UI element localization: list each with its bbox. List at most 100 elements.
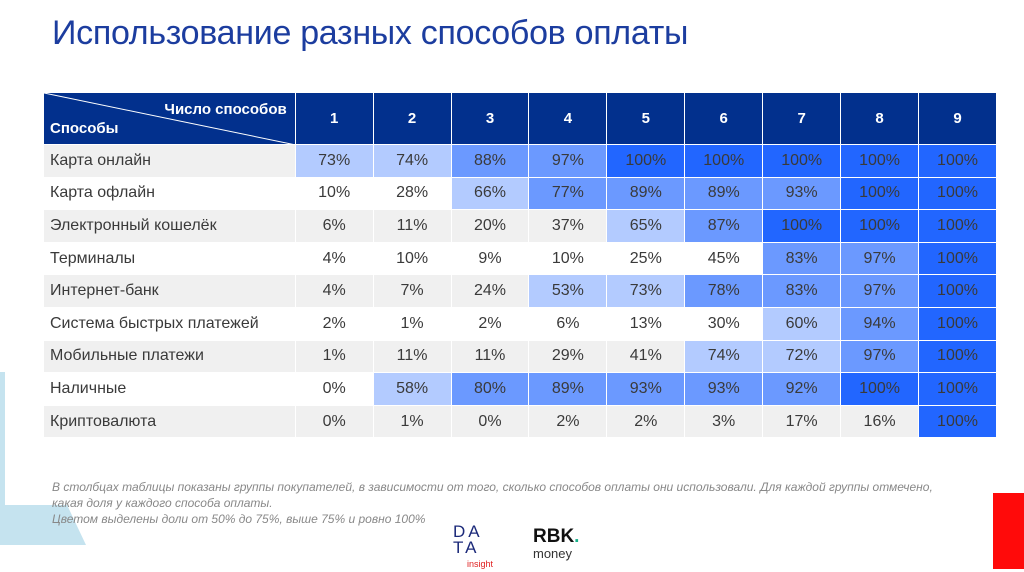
row-label: Интернет-банк (43, 274, 296, 308)
percent-cell: 2% (528, 404, 608, 439)
percent-cell: 1% (372, 306, 452, 341)
column-header: 9 (918, 92, 997, 145)
percent-cell: 83% (762, 274, 842, 308)
percent-cell: 78% (684, 274, 764, 308)
percent-cell: 100% (918, 241, 997, 276)
percent-cell: 25% (606, 241, 686, 276)
row-label: Криптовалюта (43, 404, 296, 439)
diagonal-line (44, 93, 296, 145)
table-row: Электронный кошелёк 6% 11% 20% 37% 65% 87% 100%… (43, 209, 997, 243)
percent-cell: 97% (840, 274, 920, 308)
percent-cell: 80% (450, 372, 530, 406)
percent-cell: 17% (762, 404, 842, 439)
table-row: Карта офлайн 10% 28% 66% 77% 89% 89% 93% 100% 100… (43, 176, 997, 211)
percent-cell: 28% (372, 176, 452, 211)
percent-cell: 97% (840, 339, 920, 374)
percent-cell: 11% (372, 209, 452, 243)
footnote: В столбцах таблицы показаны группы покуп… (52, 479, 952, 527)
table-row: Мобильные платежи 1% 11% 11% 29% 41% 74% 72% 97%… (43, 339, 997, 374)
percent-cell: 53% (528, 274, 608, 308)
percent-cell: 88% (450, 144, 530, 178)
percent-cell: 6% (528, 306, 608, 341)
row-label: Наличные (43, 372, 296, 406)
data-insight-logo: DA TA insight (453, 522, 494, 569)
row-label: Карта онлайн (43, 144, 296, 178)
percent-cell: 10% (294, 176, 374, 211)
column-header: 1 (294, 92, 374, 145)
percent-cell: 0% (450, 404, 530, 439)
table-row: Наличные 0% 58% 80% 89% 93% 93% 92% 100% 100% (43, 372, 997, 406)
percent-cell: 4% (294, 241, 374, 276)
percent-cell: 30% (684, 306, 764, 341)
percent-cell: 58% (372, 372, 452, 406)
percent-cell: 1% (294, 339, 374, 374)
percent-cell: 10% (528, 241, 608, 276)
percent-cell: 77% (528, 176, 608, 211)
percent-cell: 7% (372, 274, 452, 308)
percent-cell: 16% (840, 404, 920, 439)
header-count-label: Число способов (164, 101, 287, 118)
percent-cell: 87% (684, 209, 764, 243)
percent-cell: 100% (918, 306, 997, 341)
column-header: 7 (762, 92, 842, 145)
percent-cell: 100% (840, 209, 920, 243)
percent-cell: 29% (528, 339, 608, 374)
percent-cell: 4% (294, 274, 374, 308)
percent-cell: 66% (450, 176, 530, 211)
percent-cell: 100% (840, 144, 920, 178)
row-label: Электронный кошелёк (43, 209, 296, 243)
percent-cell: 3% (684, 404, 764, 439)
percent-cell: 94% (840, 306, 920, 341)
percent-cell: 2% (450, 306, 530, 341)
table-row: Карта онлайн 73% 74% 88% 97% 100% 100% 100% 100%… (43, 144, 997, 178)
percent-cell: 11% (450, 339, 530, 374)
percent-cell: 65% (606, 209, 686, 243)
percent-cell: 92% (762, 372, 842, 406)
percent-cell: 100% (606, 144, 686, 178)
percent-cell: 2% (294, 306, 374, 341)
percent-cell: 100% (918, 404, 997, 439)
row-label: Карта офлайн (43, 176, 296, 211)
percent-cell: 37% (528, 209, 608, 243)
percent-cell: 73% (606, 274, 686, 308)
column-header: 4 (528, 92, 608, 145)
table-row: Криптовалюта 0% 1% 0% 2% 2% 3% 17% 16% 100% (43, 404, 997, 439)
percent-cell: 100% (918, 274, 997, 308)
row-label: Мобильные платежи (43, 339, 296, 374)
percent-cell: 89% (684, 176, 764, 211)
percent-cell: 74% (372, 144, 452, 178)
column-header: 3 (450, 92, 530, 145)
table-row: Система быстрых платежей 2% 1% 2% 6% 13% 30% 60… (43, 306, 997, 341)
percent-cell: 100% (762, 144, 842, 178)
column-header: 5 (606, 92, 686, 145)
column-header: 8 (840, 92, 920, 145)
percent-cell: 100% (918, 176, 997, 211)
percent-cell: 20% (450, 209, 530, 243)
percent-cell: 6% (294, 209, 374, 243)
percent-cell: 2% (606, 404, 686, 439)
decorative-stripe (0, 372, 5, 507)
percent-cell: 83% (762, 241, 842, 276)
percent-cell: 11% (372, 339, 452, 374)
percent-cell: 10% (372, 241, 452, 276)
percent-cell: 93% (762, 176, 842, 211)
percent-cell: 45% (684, 241, 764, 276)
percent-cell: 24% (450, 274, 530, 308)
percent-cell: 100% (918, 339, 997, 374)
percent-cell: 74% (684, 339, 764, 374)
row-label: Терминалы (43, 241, 296, 276)
percent-cell: 1% (372, 404, 452, 439)
percent-cell: 41% (606, 339, 686, 374)
decorative-red-block (993, 493, 1024, 569)
percent-cell: 0% (294, 372, 374, 406)
percent-cell: 100% (918, 144, 997, 178)
percent-cell: 97% (840, 241, 920, 276)
percent-cell: 89% (606, 176, 686, 211)
column-header: 2 (372, 92, 452, 145)
percent-cell: 100% (684, 144, 764, 178)
table-row: Интернет-банк 4% 7% 24% 53% 73% 78% 83% 97% 100% (43, 274, 997, 308)
row-label: Система быстрых платежей (43, 306, 296, 341)
column-header: 6 (684, 92, 764, 145)
footnote-line: Цветом выделены доли от 50% до 75%, выше… (52, 512, 426, 526)
